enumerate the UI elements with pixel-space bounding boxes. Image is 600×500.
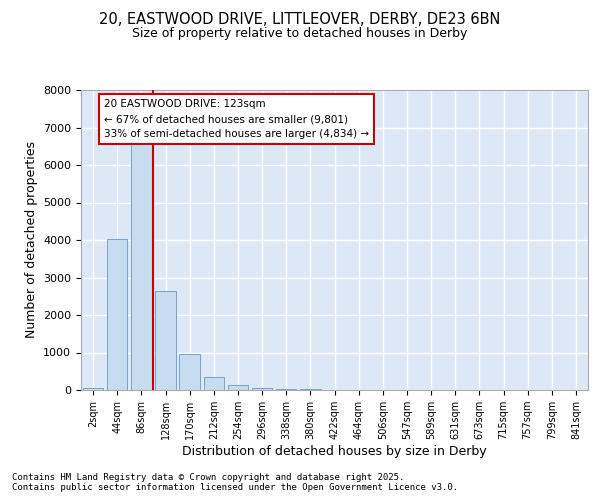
Bar [203, 377, 224, 390]
Text: 20, EASTWOOD DRIVE, LITTLEOVER, DERBY, DE23 6BN: 20, EASTWOOD DRIVE, LITTLEOVER, DERBY, D… [100, 12, 500, 28]
Bar [107, 240, 127, 390]
Text: Size of property relative to detached houses in Derby: Size of property relative to detached ho… [133, 28, 467, 40]
Bar [227, 385, 248, 390]
Text: Contains HM Land Registry data © Crown copyright and database right 2025.
Contai: Contains HM Land Registry data © Crown c… [12, 473, 458, 492]
Text: 20 EASTWOOD DRIVE: 123sqm
← 67% of detached houses are smaller (9,801)
33% of se: 20 EASTWOOD DRIVE: 123sqm ← 67% of detac… [104, 100, 369, 139]
Bar [131, 142, 152, 390]
Bar [83, 388, 103, 390]
X-axis label: Distribution of detached houses by size in Derby: Distribution of detached houses by size … [182, 445, 487, 458]
Bar [155, 291, 176, 390]
Y-axis label: Number of detached properties: Number of detached properties [25, 142, 38, 338]
Bar [179, 354, 200, 390]
Bar [276, 388, 296, 390]
Bar [252, 388, 272, 390]
